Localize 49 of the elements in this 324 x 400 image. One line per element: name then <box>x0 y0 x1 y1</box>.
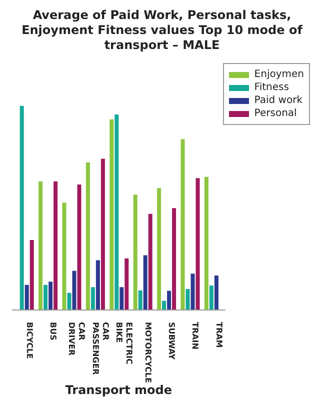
x-tick-label: MOTORCYCLE <box>143 322 152 383</box>
bar <box>100 158 105 310</box>
x-tick-label: BICYCLE <box>24 322 34 359</box>
bar <box>77 184 82 310</box>
chart-title: Average of Paid Work, Personal tasks, Enjoyment Fitness values Top 10 mode of transport – MALE <box>20 8 304 53</box>
x-tick-label: CAR DRIVER <box>67 322 86 356</box>
bar <box>190 274 195 310</box>
legend-label: Personal <box>254 108 297 119</box>
bar <box>209 286 214 310</box>
bar <box>180 139 185 310</box>
bar <box>186 288 190 310</box>
legend-label: Fitness <box>254 82 289 93</box>
bar <box>133 194 138 310</box>
bar <box>124 258 129 310</box>
legend-label: Enjoymen <box>254 69 304 80</box>
bar <box>96 260 100 310</box>
bar <box>214 276 218 310</box>
bar <box>67 292 72 310</box>
x-tick-label: BUS <box>48 322 58 341</box>
bar <box>138 290 142 310</box>
bar <box>20 106 24 310</box>
bar <box>72 270 76 310</box>
bar <box>48 282 53 310</box>
bar <box>38 181 43 310</box>
bar <box>86 162 90 310</box>
bar <box>148 214 152 310</box>
bar <box>172 208 176 310</box>
x-tick-label: SUBWAY <box>167 322 176 360</box>
bar <box>167 290 172 310</box>
legend-label: Paid work <box>254 95 303 106</box>
bar <box>157 188 162 310</box>
x-tick-label: CAR PASSENGER <box>90 322 110 375</box>
bar <box>62 202 66 310</box>
bar <box>44 284 48 310</box>
bar <box>30 240 34 310</box>
bar <box>90 287 95 310</box>
bar <box>110 119 114 310</box>
x-axis-title: Transport mode <box>65 383 172 397</box>
bar <box>143 255 148 310</box>
bar <box>114 114 119 310</box>
bar <box>54 181 58 310</box>
bar <box>196 178 200 310</box>
bar <box>204 176 208 310</box>
bar <box>120 287 124 310</box>
x-tick-label: TRAM <box>214 322 224 348</box>
bar <box>162 300 166 310</box>
x-tick-label: ELECTRIC BIKE <box>114 322 134 364</box>
bar <box>24 284 29 310</box>
x-tick-label: TRAIN <box>190 322 200 350</box>
